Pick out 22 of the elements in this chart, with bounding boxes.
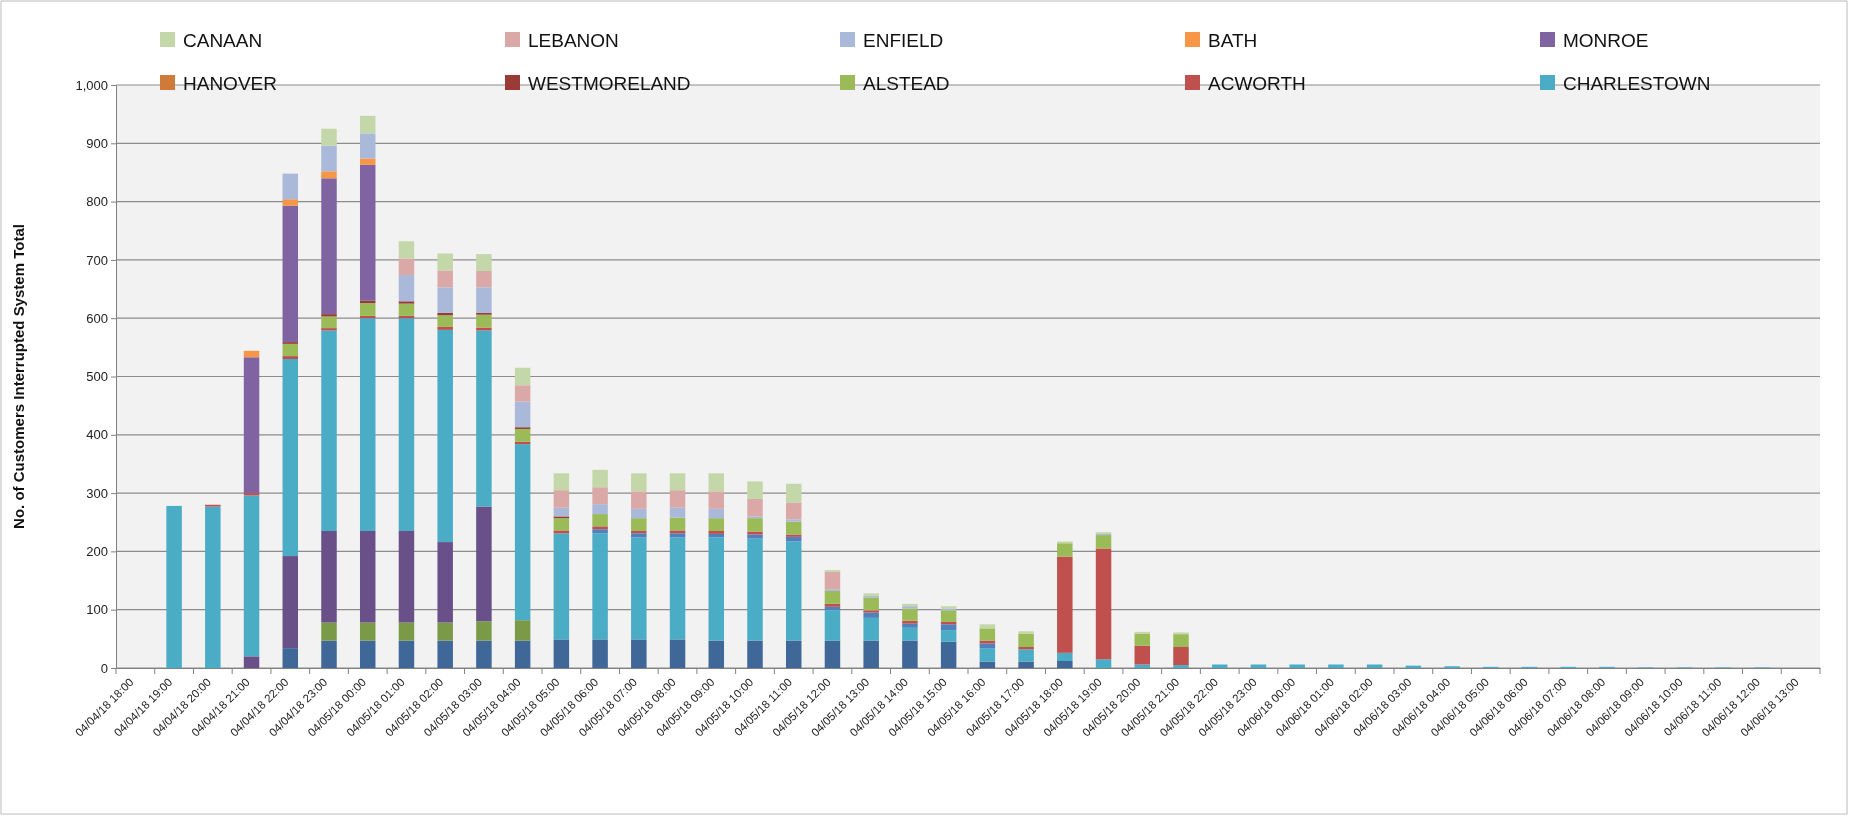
y-tick-label: 700 [86, 252, 108, 268]
y-tick-label: 300 [86, 485, 108, 501]
y-tick-label: 1,000 [75, 77, 108, 93]
y-tick-label: 200 [86, 544, 108, 560]
y-tick-label: 900 [86, 135, 108, 151]
legend-label: ALSTEAD [863, 72, 950, 94]
y-axis-title: No. of Customers Interrupted System Total [10, 224, 27, 529]
legend-label: CHARLESTOWN [1563, 72, 1711, 94]
y-tick-label: 600 [86, 310, 108, 326]
y-tick-label: 800 [86, 194, 108, 210]
legend-label: LEBANON [528, 29, 619, 51]
y-tick-label: 100 [86, 602, 108, 618]
legend-label: CANAAN [183, 29, 263, 51]
y-tick-label: 500 [86, 369, 108, 385]
legend-label: BATH [1208, 29, 1258, 51]
legend-label: ACWORTH [1208, 72, 1306, 94]
legend-label: ENFIELD [863, 29, 944, 51]
legend-label: HANOVER [183, 72, 277, 94]
y-tick-label: 0 [100, 660, 108, 676]
legend-label: WESTMORELAND [528, 72, 691, 94]
legend-label: MONROE [1563, 29, 1649, 51]
y-tick-label: 400 [86, 427, 108, 443]
